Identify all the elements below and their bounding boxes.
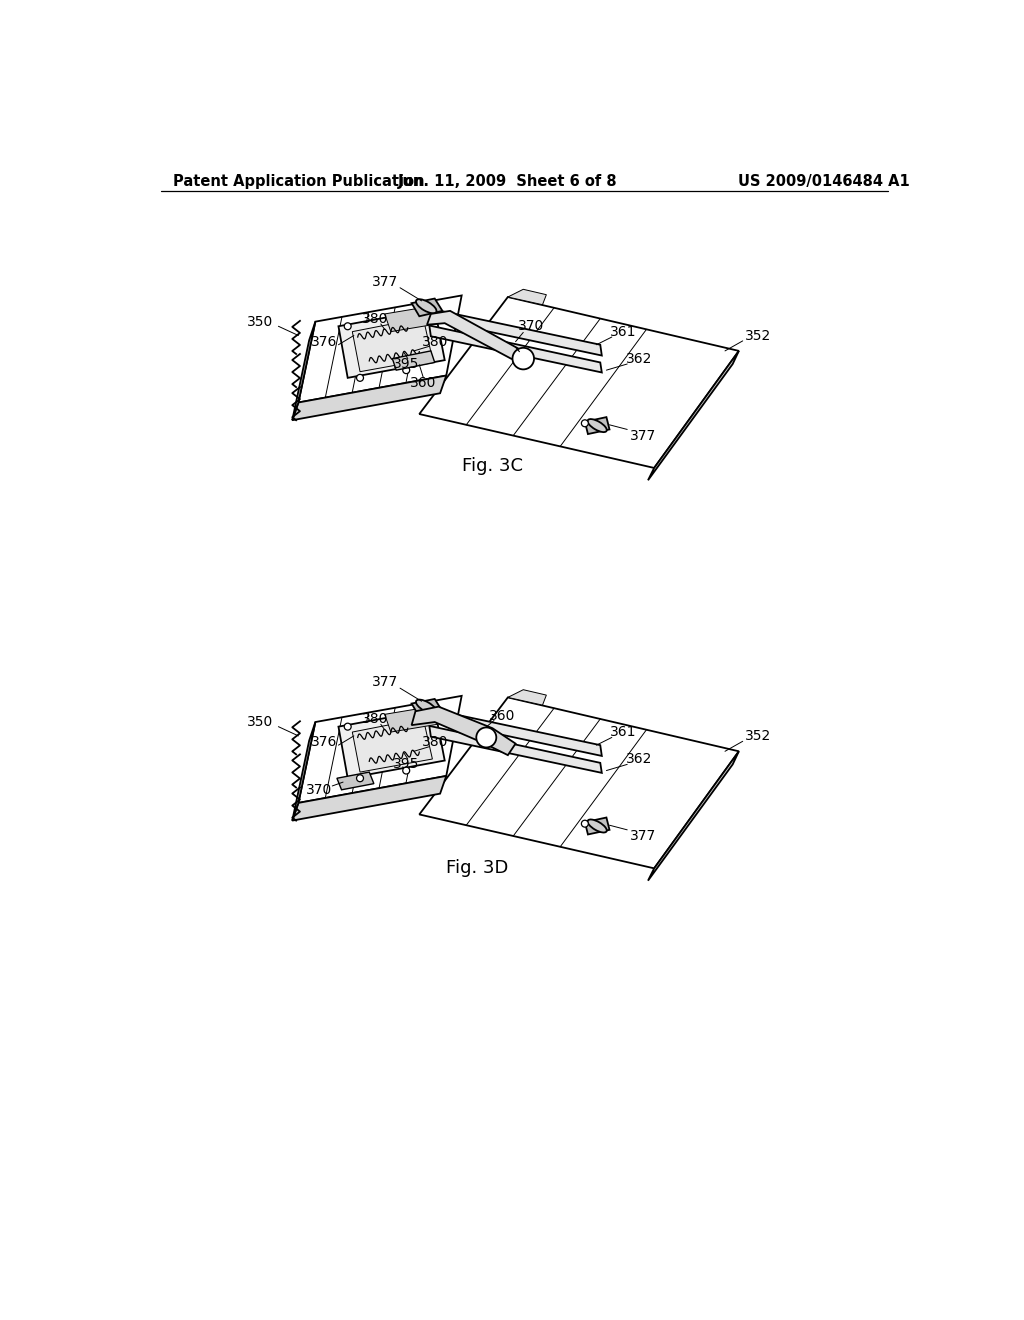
Text: 350: 350	[247, 715, 273, 729]
Polygon shape	[648, 751, 739, 880]
Text: 361: 361	[610, 725, 637, 739]
Text: 377: 377	[372, 275, 397, 289]
Text: Patent Application Publication: Patent Application Publication	[173, 174, 424, 189]
Polygon shape	[412, 298, 442, 317]
Text: 361: 361	[610, 325, 637, 339]
Ellipse shape	[588, 820, 607, 833]
Polygon shape	[429, 726, 602, 774]
Polygon shape	[429, 309, 602, 355]
Circle shape	[356, 775, 364, 781]
Polygon shape	[292, 776, 446, 821]
Circle shape	[344, 723, 351, 730]
Polygon shape	[585, 817, 609, 834]
Polygon shape	[412, 700, 442, 717]
Text: 360: 360	[410, 376, 436, 391]
Text: 352: 352	[745, 329, 771, 342]
Circle shape	[344, 323, 351, 330]
Polygon shape	[339, 709, 444, 779]
Ellipse shape	[416, 700, 436, 714]
Polygon shape	[419, 697, 739, 869]
Circle shape	[356, 375, 364, 381]
Polygon shape	[292, 322, 315, 420]
Polygon shape	[385, 306, 437, 331]
Text: 370: 370	[306, 783, 333, 797]
Ellipse shape	[588, 418, 607, 432]
Text: 376: 376	[311, 735, 338, 748]
Text: 380: 380	[422, 735, 447, 748]
Polygon shape	[298, 296, 462, 403]
Polygon shape	[292, 376, 446, 420]
Polygon shape	[339, 309, 444, 378]
Text: 380: 380	[362, 711, 388, 726]
Polygon shape	[419, 297, 739, 469]
Text: 380: 380	[422, 335, 447, 348]
Text: Fig. 3C: Fig. 3C	[462, 458, 523, 475]
Circle shape	[476, 727, 497, 747]
Circle shape	[512, 348, 535, 370]
Polygon shape	[292, 722, 315, 821]
Text: 362: 362	[626, 351, 652, 366]
Polygon shape	[429, 326, 602, 372]
Polygon shape	[427, 312, 529, 364]
Text: 377: 377	[630, 829, 655, 843]
Text: 376: 376	[311, 335, 338, 348]
Polygon shape	[508, 689, 547, 705]
Text: 370: 370	[518, 319, 544, 333]
Polygon shape	[298, 696, 462, 803]
Polygon shape	[412, 706, 515, 755]
Text: 362: 362	[626, 752, 652, 766]
Text: 377: 377	[630, 429, 655, 442]
Text: 350: 350	[247, 314, 273, 329]
Text: 352: 352	[745, 729, 771, 743]
Text: Fig. 3D: Fig. 3D	[445, 859, 508, 878]
Circle shape	[582, 420, 589, 426]
Circle shape	[402, 767, 410, 774]
Polygon shape	[392, 351, 435, 370]
Polygon shape	[585, 417, 609, 434]
Text: US 2009/0146484 A1: US 2009/0146484 A1	[737, 174, 909, 189]
Ellipse shape	[416, 300, 436, 313]
Text: 380: 380	[362, 312, 388, 326]
Polygon shape	[429, 709, 602, 756]
Polygon shape	[385, 706, 437, 733]
Circle shape	[402, 367, 410, 374]
Polygon shape	[352, 318, 432, 372]
Polygon shape	[508, 289, 547, 305]
Text: 395: 395	[393, 758, 420, 771]
Polygon shape	[337, 772, 374, 789]
Text: Jun. 11, 2009  Sheet 6 of 8: Jun. 11, 2009 Sheet 6 of 8	[398, 174, 617, 189]
Circle shape	[582, 820, 589, 828]
Text: 377: 377	[372, 675, 397, 689]
Text: 360: 360	[488, 709, 515, 723]
Polygon shape	[648, 351, 739, 480]
Polygon shape	[352, 718, 432, 772]
Text: 395: 395	[393, 356, 420, 371]
